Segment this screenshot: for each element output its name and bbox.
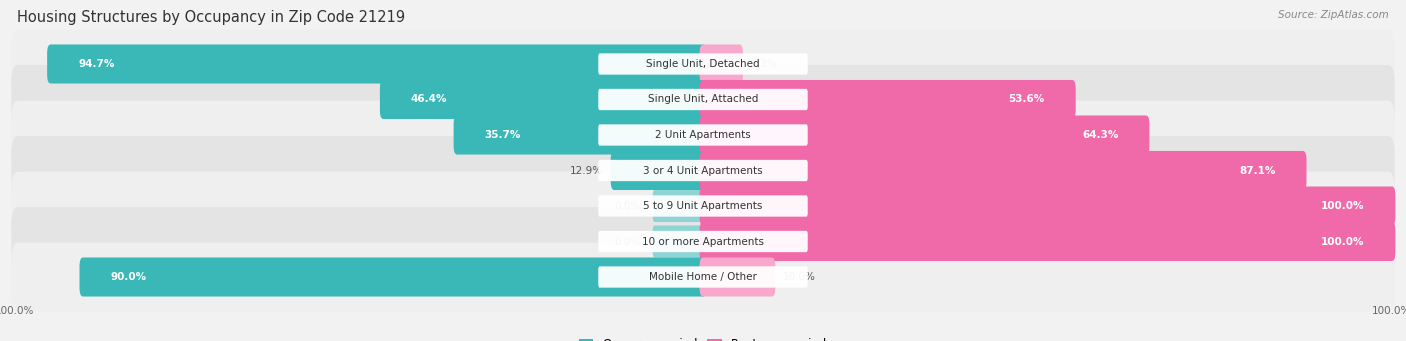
FancyBboxPatch shape — [700, 80, 1076, 119]
FancyBboxPatch shape — [700, 187, 1395, 225]
Text: 53.6%: 53.6% — [1008, 94, 1045, 104]
Text: 64.3%: 64.3% — [1083, 130, 1118, 140]
Text: 0.0%: 0.0% — [614, 237, 641, 247]
Text: 46.4%: 46.4% — [411, 94, 447, 104]
Text: 100.0%: 100.0% — [1320, 237, 1364, 247]
Text: 5.3%: 5.3% — [751, 59, 778, 69]
FancyBboxPatch shape — [599, 160, 807, 181]
FancyBboxPatch shape — [11, 172, 1395, 240]
FancyBboxPatch shape — [599, 124, 807, 146]
Text: Mobile Home / Other: Mobile Home / Other — [650, 272, 756, 282]
FancyBboxPatch shape — [652, 225, 704, 257]
Text: 100.0%: 100.0% — [1320, 201, 1364, 211]
FancyBboxPatch shape — [700, 257, 775, 297]
Text: 2 Unit Apartments: 2 Unit Apartments — [655, 130, 751, 140]
Text: Single Unit, Detached: Single Unit, Detached — [647, 59, 759, 69]
Text: Source: ZipAtlas.com: Source: ZipAtlas.com — [1278, 10, 1389, 20]
FancyBboxPatch shape — [11, 136, 1395, 205]
Text: 5 to 9 Unit Apartments: 5 to 9 Unit Apartments — [644, 201, 762, 211]
FancyBboxPatch shape — [599, 266, 807, 288]
FancyBboxPatch shape — [610, 151, 706, 190]
FancyBboxPatch shape — [454, 116, 706, 154]
FancyBboxPatch shape — [11, 242, 1395, 311]
FancyBboxPatch shape — [599, 195, 807, 217]
Text: 87.1%: 87.1% — [1239, 165, 1275, 176]
FancyBboxPatch shape — [11, 101, 1395, 169]
FancyBboxPatch shape — [11, 65, 1395, 134]
Text: 90.0%: 90.0% — [111, 272, 146, 282]
Text: 10 or more Apartments: 10 or more Apartments — [643, 237, 763, 247]
FancyBboxPatch shape — [80, 257, 706, 297]
FancyBboxPatch shape — [599, 231, 807, 252]
Text: 0.0%: 0.0% — [614, 201, 641, 211]
Text: 10.0%: 10.0% — [783, 272, 815, 282]
FancyBboxPatch shape — [700, 222, 1395, 261]
FancyBboxPatch shape — [700, 44, 742, 84]
FancyBboxPatch shape — [48, 44, 706, 84]
FancyBboxPatch shape — [700, 116, 1150, 154]
Legend: Owner-occupied, Renter-occupied: Owner-occupied, Renter-occupied — [579, 338, 827, 341]
FancyBboxPatch shape — [652, 190, 704, 222]
Text: Housing Structures by Occupancy in Zip Code 21219: Housing Structures by Occupancy in Zip C… — [17, 10, 405, 25]
Text: Single Unit, Attached: Single Unit, Attached — [648, 94, 758, 104]
FancyBboxPatch shape — [599, 89, 807, 110]
FancyBboxPatch shape — [11, 207, 1395, 276]
FancyBboxPatch shape — [11, 30, 1395, 99]
Text: 3 or 4 Unit Apartments: 3 or 4 Unit Apartments — [643, 165, 763, 176]
FancyBboxPatch shape — [599, 53, 807, 75]
FancyBboxPatch shape — [700, 151, 1306, 190]
Text: 35.7%: 35.7% — [485, 130, 522, 140]
FancyBboxPatch shape — [380, 80, 706, 119]
Text: 12.9%: 12.9% — [569, 165, 603, 176]
Text: 94.7%: 94.7% — [79, 59, 114, 69]
